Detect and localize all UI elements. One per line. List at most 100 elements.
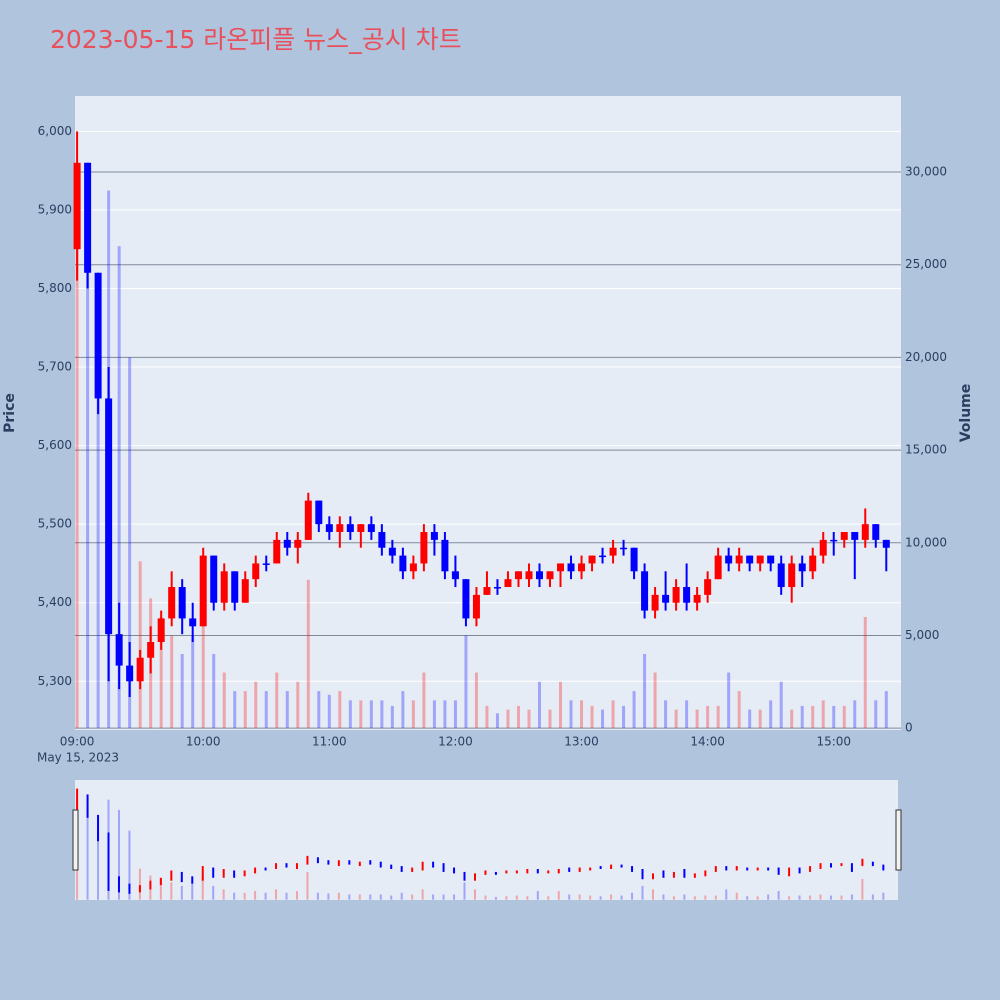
volume-bar	[706, 705, 710, 729]
volume-bar	[254, 681, 258, 729]
candle-body	[462, 579, 470, 619]
slider-volume-bar	[473, 889, 476, 900]
slider-volume-bar	[243, 892, 246, 900]
slider-handle-left[interactable]	[72, 809, 79, 871]
candle-body	[777, 563, 785, 588]
y-tick-label: 5,700	[38, 360, 72, 374]
x-tick-label: 12:00	[438, 735, 473, 749]
candle-body	[199, 555, 207, 627]
volume-bar	[369, 700, 373, 729]
volume-bar	[138, 561, 142, 729]
y-tick-label: 5,600	[38, 438, 72, 452]
volume-bar	[180, 653, 184, 729]
volume-bar	[842, 705, 846, 729]
volume-bar	[590, 705, 594, 729]
volume-bar	[338, 691, 342, 729]
slider-volume-bar	[369, 894, 372, 900]
candle-body	[210, 555, 218, 603]
slider-volume-bar	[379, 894, 382, 900]
slider-volume-bar	[86, 809, 89, 900]
slider-volume-bar	[222, 889, 225, 900]
y-tick-label: 5,400	[38, 595, 72, 609]
candle-body	[599, 555, 607, 558]
slider-volume-bar	[840, 895, 843, 900]
volume-bar	[790, 709, 794, 729]
slider-volume-bar	[672, 896, 675, 900]
candle-body	[189, 618, 197, 627]
slider-volume-bar	[463, 882, 466, 900]
candle-body	[420, 532, 428, 564]
y2-tick-label: 0	[905, 721, 913, 735]
y2-tick-label: 25,000	[905, 257, 947, 271]
y-tick-label: 5,300	[38, 674, 72, 688]
slider-volume-bar	[201, 875, 204, 900]
slider-volume-bar	[662, 894, 665, 900]
volume-bar	[474, 672, 478, 729]
candle-body	[641, 571, 649, 611]
slider-volume-bar	[620, 895, 623, 900]
slider-volume-bar	[348, 894, 351, 900]
volume-bar	[317, 691, 321, 729]
slider-volume-bar	[432, 894, 435, 900]
candle-body	[882, 539, 890, 548]
slider-volume-bar	[651, 889, 654, 900]
volume-bar	[159, 616, 163, 729]
slider-volume-bar	[809, 895, 812, 900]
volume-bar	[401, 691, 405, 729]
slider-volume-bar	[515, 895, 518, 900]
volume-bar	[506, 709, 510, 729]
volume-bar	[727, 672, 731, 729]
volume-bar	[128, 357, 132, 729]
candle-body	[367, 524, 375, 533]
candle-body	[578, 563, 586, 572]
volume-bar	[201, 598, 205, 729]
slider-volume-bar	[453, 894, 456, 900]
slider-volume-bar	[358, 894, 361, 900]
volume-bar	[516, 705, 520, 729]
range-slider[interactable]	[75, 780, 898, 900]
y2-tick-label: 15,000	[905, 443, 947, 457]
slider-volume-bar	[788, 896, 791, 900]
slider-volume-bar	[306, 872, 309, 900]
volume-bar	[548, 709, 552, 729]
candle-body	[430, 532, 438, 540]
y-tick-label: 5,900	[38, 202, 72, 216]
volume-bar	[821, 700, 825, 729]
candle-body	[409, 563, 417, 572]
slider-volume-bar	[295, 891, 298, 900]
candle-body	[746, 555, 754, 564]
slider-volume-bar	[494, 896, 497, 900]
slider-handle-right[interactable]	[895, 809, 902, 871]
candle-body	[798, 563, 806, 572]
y2-tick-label: 5,000	[905, 628, 939, 642]
slider-volume-bar	[610, 894, 613, 900]
candle-body	[546, 571, 554, 580]
slider-volume-bar	[400, 892, 403, 900]
y-tick-label: 5,500	[38, 517, 72, 531]
slider-volume-bar	[683, 894, 686, 900]
slider-volume-bar	[557, 891, 560, 900]
marks: 5,300 5,400 5,500 5,600 5,700 5,800 5,900 6,000…	[38, 124, 947, 900]
volume-bar	[537, 681, 541, 729]
volume-bar	[695, 709, 699, 729]
volume-bar	[737, 691, 741, 729]
volume-bar	[811, 705, 815, 729]
candle-body	[557, 563, 565, 572]
candle-body	[273, 539, 281, 564]
candle-body	[483, 587, 491, 595]
slider-volume-bar	[390, 895, 393, 900]
candle-body	[73, 162, 81, 250]
candle-body	[504, 579, 512, 588]
slider-volume-bar	[536, 891, 539, 900]
slider-volume-bar	[180, 885, 183, 900]
slider-volume-bar	[599, 896, 602, 900]
candle-body	[451, 571, 459, 580]
candle-body	[788, 563, 796, 588]
slider-volume-bar	[97, 830, 100, 900]
candle-body	[105, 398, 113, 635]
volume-bar	[495, 713, 499, 729]
volume-bar	[296, 681, 300, 729]
y-tick-label: 6,000	[38, 124, 72, 138]
volume-bar	[285, 691, 289, 729]
